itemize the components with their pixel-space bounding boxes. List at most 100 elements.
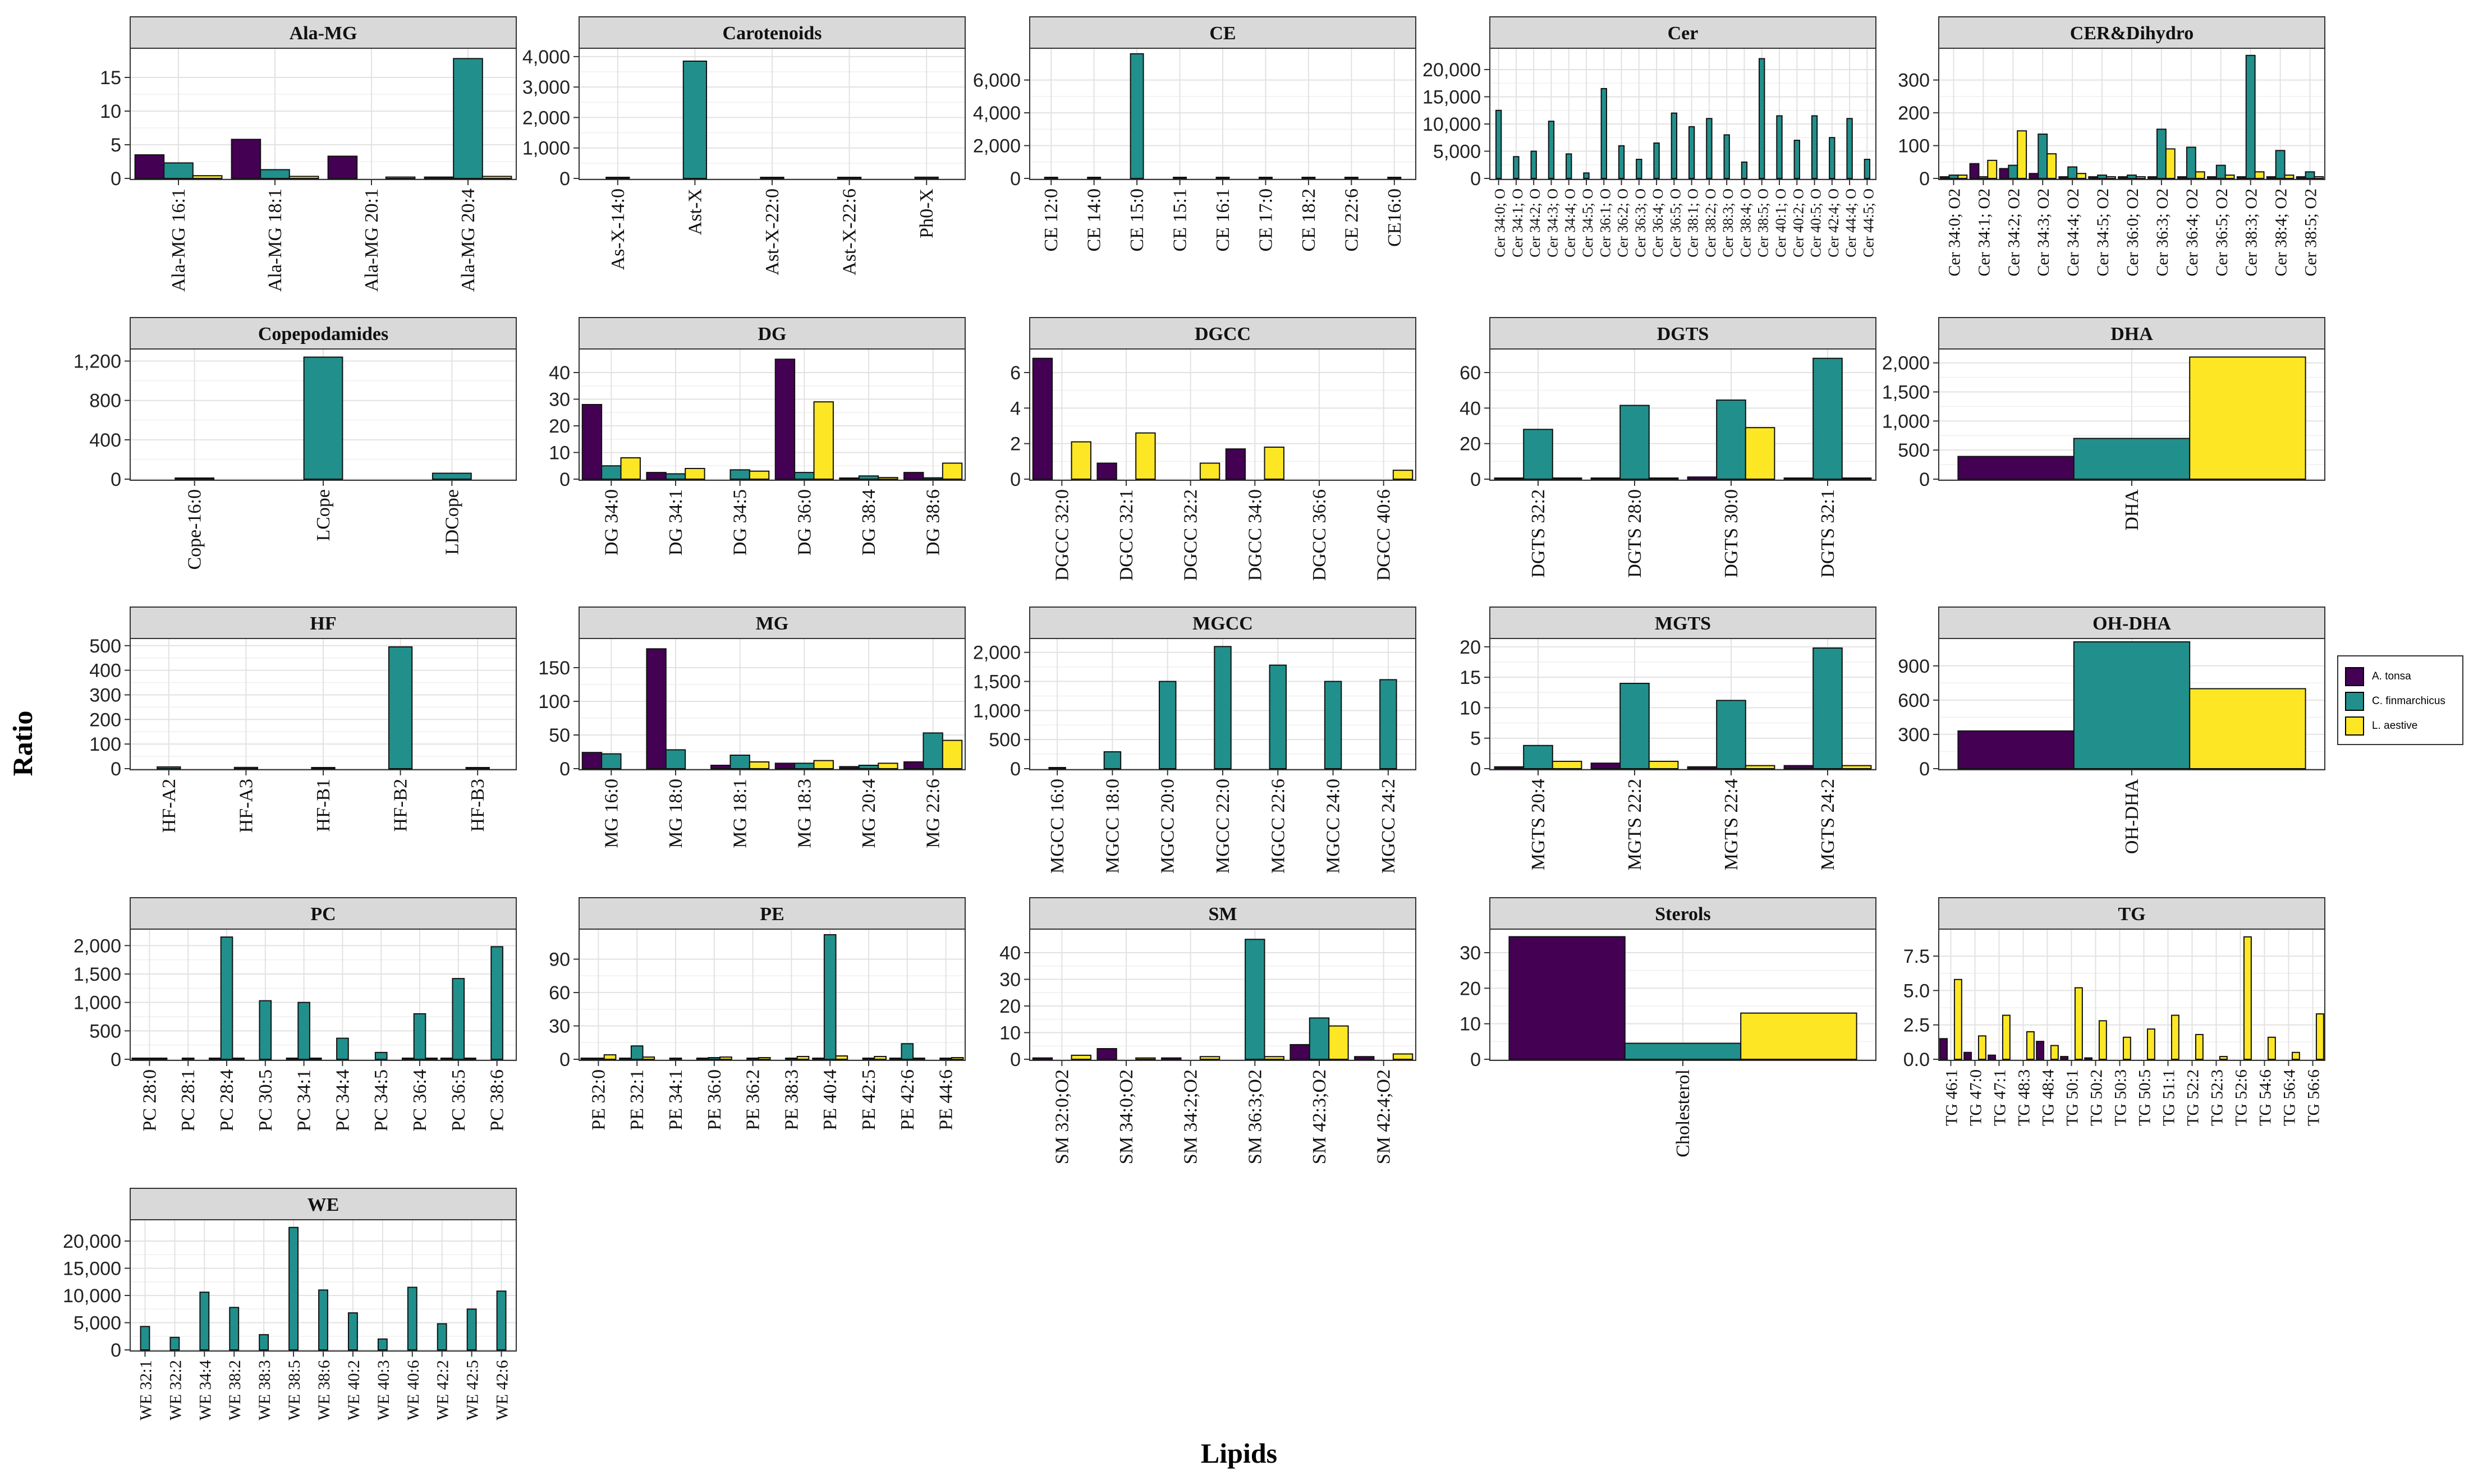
- bar-a-tonsa-mgts-22-2: [1590, 762, 1621, 769]
- bar-c-finmarchicus-ast-x: [682, 61, 708, 179]
- bar-c-finmarchicus-ala-mg-16-1: [163, 162, 194, 179]
- bar-l-aestive-sm-32-0-o2: [1071, 1054, 1091, 1060]
- legend-key-l-aestive: [2345, 716, 2364, 736]
- bar-c-finmarchicus-cer-44-4-o: [1846, 118, 1853, 179]
- x-tick-label: MG 16:0: [601, 779, 622, 848]
- x-tick-label: PE 32:0: [588, 1069, 609, 1131]
- plot-area: [579, 929, 965, 1060]
- bar-l-aestive-pc-36-5: [464, 1058, 476, 1060]
- x-tick-label: WE 40:3: [374, 1360, 393, 1420]
- bar-c-finmarchicus-dgts-32-1: [1812, 357, 1843, 480]
- y-tick-label: 1,200: [74, 351, 121, 373]
- x-tick-label: OH-DHA: [2122, 779, 2142, 854]
- x-tick-label: HF-B2: [391, 779, 411, 831]
- x-tick-label: PE 38:3: [781, 1069, 802, 1131]
- bar-c-finmarchicus-hf-a2: [157, 766, 181, 770]
- y-tick-label: 40: [1460, 398, 1481, 419]
- x-tick-label: DGTS 32:2: [1528, 489, 1549, 578]
- x-tick-label: Cer 40:2; O: [1790, 189, 1806, 258]
- panel-dgcc: DGCC 0 2 4 6 DGCC 32:0 DGCC 32:1 DGCC 32:2 DGCC …: [1010, 317, 1416, 581]
- bar-c-finmarchicus-hf-a3: [233, 766, 259, 770]
- x-tick-label: CE 22:6: [1341, 189, 1362, 251]
- bar-l-aestive-tg-46-1: [1953, 978, 1962, 1060]
- y-tick-label: 500: [89, 1021, 121, 1042]
- x-tick-label: TG 50:3: [2112, 1069, 2130, 1126]
- x-tick-label: Cer 36:1; O: [1597, 189, 1613, 258]
- bar-l-aestive-tg-50-1: [2074, 987, 2083, 1060]
- plot-border: [130, 929, 517, 1061]
- panel-title: Ala-MG: [290, 23, 357, 44]
- plot-area: [1490, 349, 1876, 480]
- bar-c-finmarchicus-dgts-28-0: [1619, 405, 1650, 480]
- x-tick-label: HF-B3: [467, 779, 488, 831]
- bar-a-tonsa-cer-36-3-o2: [2147, 176, 2158, 180]
- panel-title: CE: [1209, 23, 1236, 44]
- bar-c-finmarchicus-dha: [2073, 438, 2191, 480]
- y-tick-label: 40: [549, 362, 570, 384]
- panel-mgts: MGTS 0 5 10 15 20 MGTS 20:4 MGTS 22:2 MGTS 22:4 M…: [1460, 607, 1876, 870]
- panel-strip: [1489, 317, 1876, 350]
- y-tick-label: 5,000: [74, 1312, 121, 1334]
- bar-a-tonsa-cer-34-5-o2: [2088, 176, 2099, 180]
- plot-area: [1490, 638, 1876, 770]
- bar-c-finmarchicus-ph0-x: [914, 176, 939, 180]
- x-tick-label: Cer 34:4; O: [1562, 189, 1578, 258]
- x-tick-label: MGCC 20:0: [1158, 779, 1178, 874]
- panel-title: OH-DHA: [2092, 613, 2171, 634]
- bar-a-tonsa-mgts-22-4: [1687, 766, 1718, 769]
- bar-c-finmarchicus-mgcc-24-2: [1379, 679, 1397, 770]
- panel-ala-mg: Ala-MG 0 5 10 15 Ala-MG 16:1 Ala-MG 18:1 Ala-MG…: [100, 16, 517, 292]
- bar-l-aestive-pe-42-5: [874, 1056, 887, 1060]
- bar-a-tonsa-cholesterol: [1508, 936, 1626, 1060]
- bar-c-finmarchicus-mg-18-1: [729, 755, 750, 769]
- panel-mgcc: MGCC 0 500 1,000 1,500 2,000 MGCC 16:0 MGCC 18:…: [973, 607, 1416, 874]
- x-tick-label: Cer 36:4; O: [1650, 189, 1666, 258]
- y-tick-label: 800: [89, 390, 121, 412]
- bar-a-tonsa-sm-34-0-o2: [1096, 1048, 1117, 1060]
- bar-a-tonsa-cer-34-1-o2: [1969, 163, 1980, 180]
- bar-l-aestive-sm-34-2-o2: [1199, 1056, 1220, 1060]
- y-tick-label: 0: [111, 1049, 121, 1070]
- y-tick-label: 1,500: [973, 672, 1021, 693]
- plot-area: [130, 929, 516, 1060]
- y-tick-label: 0: [111, 168, 121, 190]
- bar-c-finmarchicus-mgcc-16-0: [1048, 767, 1066, 769]
- bar-l-aestive-tg-50-5: [2146, 1028, 2155, 1060]
- bar-a-tonsa-sm-42-4-o2: [1354, 1056, 1375, 1060]
- panel-strip: [130, 1188, 517, 1220]
- legend-label-a-tonsa: A. tonsa: [2372, 670, 2411, 682]
- x-tick-label: TG 47:1: [1991, 1069, 2009, 1126]
- bar-a-tonsa-pc-28-4: [209, 1058, 222, 1060]
- x-tick-label: DG 36:0: [794, 489, 815, 555]
- panel-strip: [1938, 16, 2325, 49]
- bar-l-aestive-pc-28-0: [154, 1058, 168, 1060]
- x-axis-label: Lipids: [1200, 1437, 1278, 1469]
- y-tick-label: 0: [1010, 1049, 1021, 1070]
- y-tick-label: 20: [999, 996, 1021, 1017]
- x-tick-label: PE 40:4: [820, 1069, 841, 1131]
- x-tick-label: MGCC 22:6: [1268, 779, 1288, 874]
- y-tick-label: 2,000: [973, 136, 1021, 157]
- panel-title: DGCC: [1195, 324, 1251, 344]
- bar-a-tonsa-sm-34-2-o2: [1161, 1057, 1182, 1060]
- x-tick-label: DGCC 32:0: [1052, 489, 1072, 581]
- x-tick-label: MGCC 18:0: [1102, 779, 1123, 874]
- x-tick-label: Cer 34:1; O2: [1975, 189, 1993, 277]
- y-tick-label: 50: [549, 725, 570, 746]
- y-tick-label: 0: [559, 168, 570, 190]
- x-tick-label: Cer 38:5; O2: [2302, 189, 2320, 277]
- panel-strip: [1489, 607, 1876, 639]
- x-tick-label: PE 42:5: [859, 1069, 879, 1131]
- x-tick-label: Cer 44:5; O: [1860, 189, 1876, 258]
- bar-a-tonsa-mg-18-1: [710, 765, 731, 769]
- bar-c-finmarchicus-cer-36-5-o: [1671, 112, 1678, 179]
- bar-c-finmarchicus-mg-18-0: [665, 749, 686, 770]
- bar-l-aestive-dgts-30-0: [1745, 427, 1775, 480]
- x-tick-label: Cer 40:5; O: [1808, 189, 1824, 258]
- bar-c-finmarchicus-cer-36-2-o: [1618, 145, 1625, 179]
- y-tick-label: 0: [559, 469, 570, 490]
- bar-c-finmarchicus-pc-36-5: [452, 978, 465, 1060]
- bar-a-tonsa-tg-48-4: [2036, 1041, 2045, 1060]
- x-tick-label: DHA: [2122, 489, 2142, 531]
- x-tick-label: Ala-MG 20:4: [458, 189, 479, 292]
